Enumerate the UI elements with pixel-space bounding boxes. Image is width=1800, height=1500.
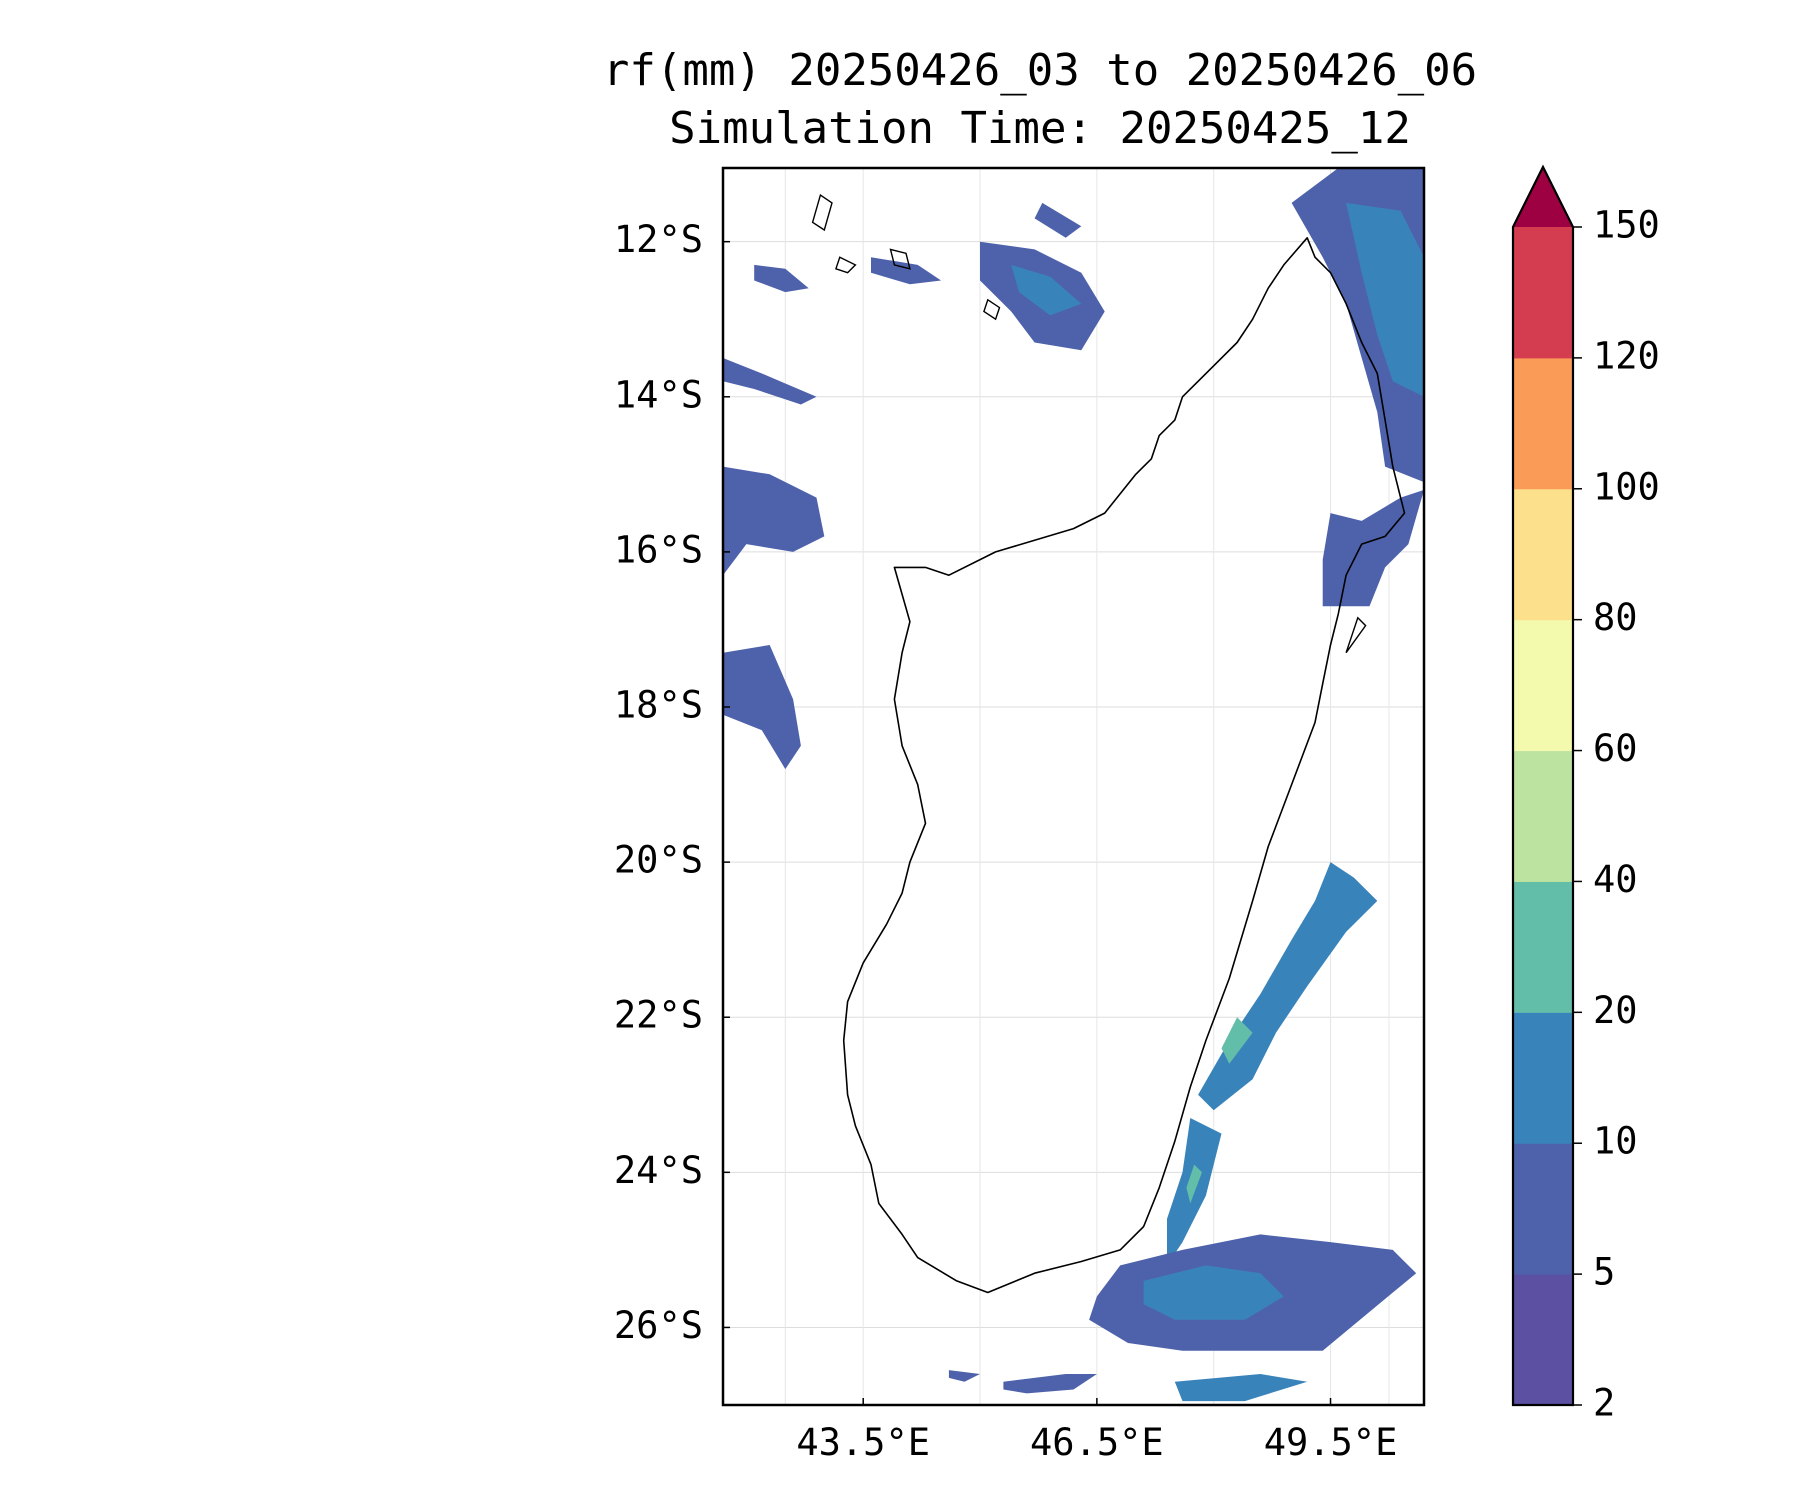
colorbar-segment <box>1513 488 1573 621</box>
lat-tick-label: 26°S <box>614 1304 703 1347</box>
colorbar-tick-label: 20 <box>1593 989 1638 1032</box>
colorbar-segment <box>1513 357 1573 490</box>
colorbar-tick-label: 80 <box>1593 596 1638 639</box>
lon-tick-label: 43.5°E <box>796 1421 930 1464</box>
colorbar-segment <box>1513 227 1573 359</box>
colorbar: 2 5 10 20 40 60 80 100 120 150 <box>1511 164 1660 1425</box>
colorbar-tick-label: 150 <box>1593 204 1660 247</box>
rainfall-area <box>723 645 801 770</box>
lat-tick-label: 22°S <box>614 994 703 1037</box>
colorbar-tick-label: 40 <box>1593 858 1638 901</box>
rainfall-area <box>723 358 817 405</box>
colorbar-tick-label: 2 <box>1593 1382 1615 1425</box>
rainfall-area <box>1198 862 1378 1111</box>
rainfall-area <box>754 264 809 293</box>
map-panel: 12°S14°S16°S18°S20°S22°S24°S26°S 43.5°E 4… <box>614 166 1426 1464</box>
island-coastline <box>1345 616 1367 654</box>
lat-tick-label: 24°S <box>614 1149 703 1192</box>
colorbar-segment <box>1513 1012 1573 1144</box>
colorbar-tick-label: 60 <box>1593 727 1638 770</box>
colorbar-extend-arrow <box>1513 167 1573 227</box>
rainfall-area <box>1174 1374 1308 1402</box>
rainfall-area <box>1011 264 1082 316</box>
lon-tick-label: 49.5°E <box>1264 1421 1398 1464</box>
lat-tick-label: 16°S <box>614 528 703 571</box>
rainfall-area <box>1034 202 1082 238</box>
title-line-2: Simulation Time: 20250425_12 <box>669 103 1411 154</box>
map-title: rf(mm) 20250426_03 to 20250426_06 Simula… <box>460 42 1620 158</box>
colorbar-segment <box>1513 1274 1573 1406</box>
title-line-1: rf(mm) 20250426_03 to 20250426_06 <box>602 45 1478 96</box>
rainfall-area <box>1186 1164 1202 1204</box>
rainfall-area <box>1221 1017 1253 1064</box>
island-coastline <box>889 248 911 270</box>
colorbar-segment <box>1513 750 1573 882</box>
lat-tick-label: 18°S <box>614 684 703 727</box>
rainfall-areas <box>723 168 1424 1402</box>
island-coastline <box>983 298 1001 321</box>
colorbar-segment <box>1513 1143 1573 1275</box>
island-coastline <box>835 256 857 274</box>
colorbar-tick-label: 120 <box>1593 334 1660 377</box>
map-frame <box>721 166 1426 1407</box>
lat-tick-label: 12°S <box>614 218 703 261</box>
madagascar-coastline <box>842 237 1406 1294</box>
lon-tick-label: 46.5°E <box>1030 1421 1164 1464</box>
longitude-axis: 43.5°E 46.5°E 49.5°E <box>796 1398 1397 1464</box>
island-coastline <box>811 193 833 232</box>
map-background <box>723 168 1424 1405</box>
rainfall-area <box>1003 1374 1097 1394</box>
colorbar-tick-label: 100 <box>1593 465 1660 508</box>
rainfall-area <box>723 466 825 576</box>
latitude-axis: 12°S 14°S 16°S 18°S 20°S 22°S 24°S 26°S <box>614 218 730 1347</box>
colorbar-segment <box>1513 881 1573 1013</box>
colorbar-outline <box>1511 164 1575 1407</box>
lat-tick-label: 14°S <box>614 373 703 416</box>
rainfall-area <box>1143 1265 1284 1320</box>
colorbar-tick-label: 5 <box>1593 1251 1615 1294</box>
rainfall-area <box>1346 202 1424 397</box>
rainfall-area <box>948 1370 980 1382</box>
colorbar-segment <box>1513 619 1573 752</box>
coastlines <box>811 193 1406 1294</box>
lat-tick-label: 20°S <box>614 839 703 882</box>
colorbar-tick-label: 10 <box>1593 1120 1638 1163</box>
rainfall-area <box>871 257 942 285</box>
